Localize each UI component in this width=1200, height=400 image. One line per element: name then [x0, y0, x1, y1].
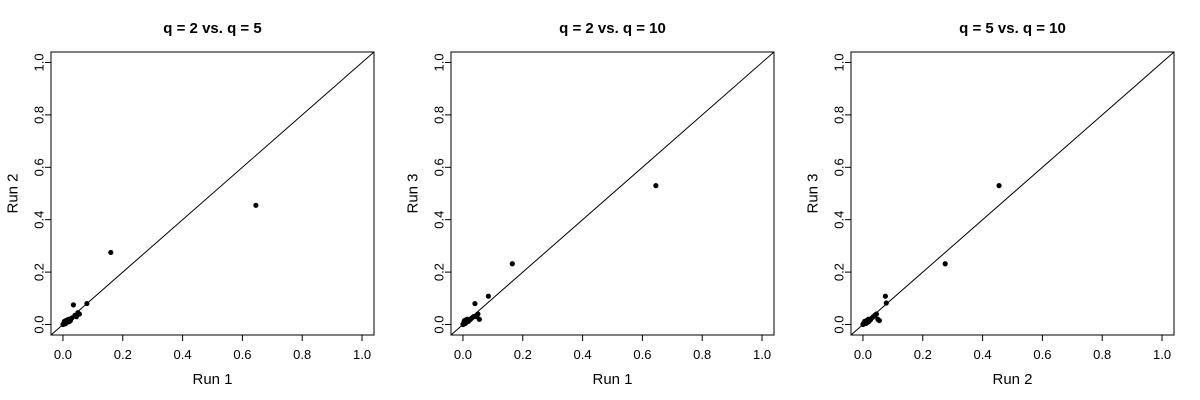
- x-tick-label: 0.6: [633, 347, 651, 362]
- data-point: [883, 300, 889, 306]
- reference-line: [851, 52, 1174, 335]
- plot-frame: [450, 51, 775, 336]
- panel-1: 0.0 0.2 0.4 0.6 0.8 1.0 0.0 0.2 0.4 0.6 0.8 1.0 q = …: [5, 20, 375, 388]
- y-tick-label: 0.0: [32, 315, 47, 333]
- y-tick-label: 0.2: [432, 263, 447, 281]
- data-point: [653, 183, 659, 189]
- y-tick-label: 0.6: [32, 158, 47, 176]
- data-point: [996, 183, 1002, 189]
- x-tick-label: 0.4: [974, 347, 992, 362]
- x-tick-label: 0.2: [514, 347, 532, 362]
- y-tick-label: 0.0: [432, 315, 447, 333]
- x-tick-label: 1.0: [353, 347, 371, 362]
- y-tick-label: 0.6: [832, 158, 847, 176]
- y-tick-label: 0.4: [32, 211, 47, 229]
- x-axis-label: Run 1: [192, 371, 232, 388]
- x-tick-label: 0.8: [293, 347, 311, 362]
- x-tick-label: 0.0: [454, 347, 472, 362]
- y-tick-label: 0.8: [32, 106, 47, 124]
- x-tick-label: 0.0: [54, 347, 72, 362]
- y-tick-label: 0.2: [832, 263, 847, 281]
- y-tick-label: 1.0: [432, 53, 447, 71]
- y-axis-label: Run 3: [805, 173, 822, 213]
- data-point: [253, 202, 259, 208]
- data-point: [476, 316, 483, 322]
- x-tick-label: 0.2: [914, 347, 932, 362]
- y-tick-label: 1.0: [832, 53, 847, 71]
- panel-2: 0.0 0.2 0.4 0.6 0.8 1.0 0.0 0.2 0.4 0.6 0.8 1.0 q = …: [405, 20, 775, 388]
- y-tick-label: 0.0: [832, 315, 847, 333]
- x-tick-label: 0.8: [693, 347, 711, 362]
- data-point: [70, 302, 77, 308]
- x-tick-label: 1.0: [1153, 347, 1171, 362]
- y-tick-label: 0.8: [832, 106, 847, 124]
- plot-frame: [50, 51, 375, 336]
- data-point: [873, 311, 880, 317]
- x-tick-label: 0.8: [1093, 347, 1111, 362]
- y-tick-label: 0.2: [32, 263, 47, 281]
- chart-title: q = 2 vs. q = 10: [559, 20, 666, 37]
- x-tick-label: 1.0: [753, 347, 771, 362]
- y-axis-label: Run 3: [405, 173, 422, 213]
- reference-line: [51, 52, 374, 335]
- reference-line: [451, 52, 774, 335]
- chart-title: q = 5 vs. q = 10: [959, 20, 1066, 37]
- y-axis-label: Run 2: [5, 173, 22, 213]
- data-point: [475, 311, 481, 317]
- plot-frame: [850, 51, 1175, 336]
- y-tick-label: 0.4: [432, 211, 447, 229]
- x-axis-label: Run 2: [992, 371, 1032, 388]
- x-tick-label: 0.6: [233, 347, 251, 362]
- x-tick-label: 0.2: [114, 347, 132, 362]
- x-tick-label: 0.4: [574, 347, 592, 362]
- data-point: [108, 249, 114, 256]
- data-point: [76, 311, 83, 317]
- data-point: [472, 300, 478, 307]
- x-tick-label: 0.0: [854, 347, 872, 362]
- y-tick-label: 0.6: [432, 158, 447, 176]
- y-tick-label: 1.0: [32, 53, 47, 71]
- chart-title: q = 2 vs. q = 5: [163, 20, 261, 37]
- data-point: [876, 317, 883, 324]
- x-tick-label: 0.4: [174, 347, 192, 362]
- panel-3: 0.0 0.2 0.4 0.6 0.8 1.0 0.0 0.2 0.4 0.6 0.8 1.0 q = …: [805, 20, 1175, 388]
- data-point: [882, 293, 888, 299]
- data-point: [509, 261, 515, 267]
- y-tick-label: 0.8: [432, 106, 447, 124]
- data-point: [485, 293, 491, 299]
- x-tick-label: 0.6: [1033, 347, 1051, 362]
- x-axis-label: Run 1: [592, 371, 632, 388]
- data-point: [84, 300, 90, 307]
- data-point: [942, 261, 948, 267]
- y-tick-label: 0.4: [832, 211, 847, 229]
